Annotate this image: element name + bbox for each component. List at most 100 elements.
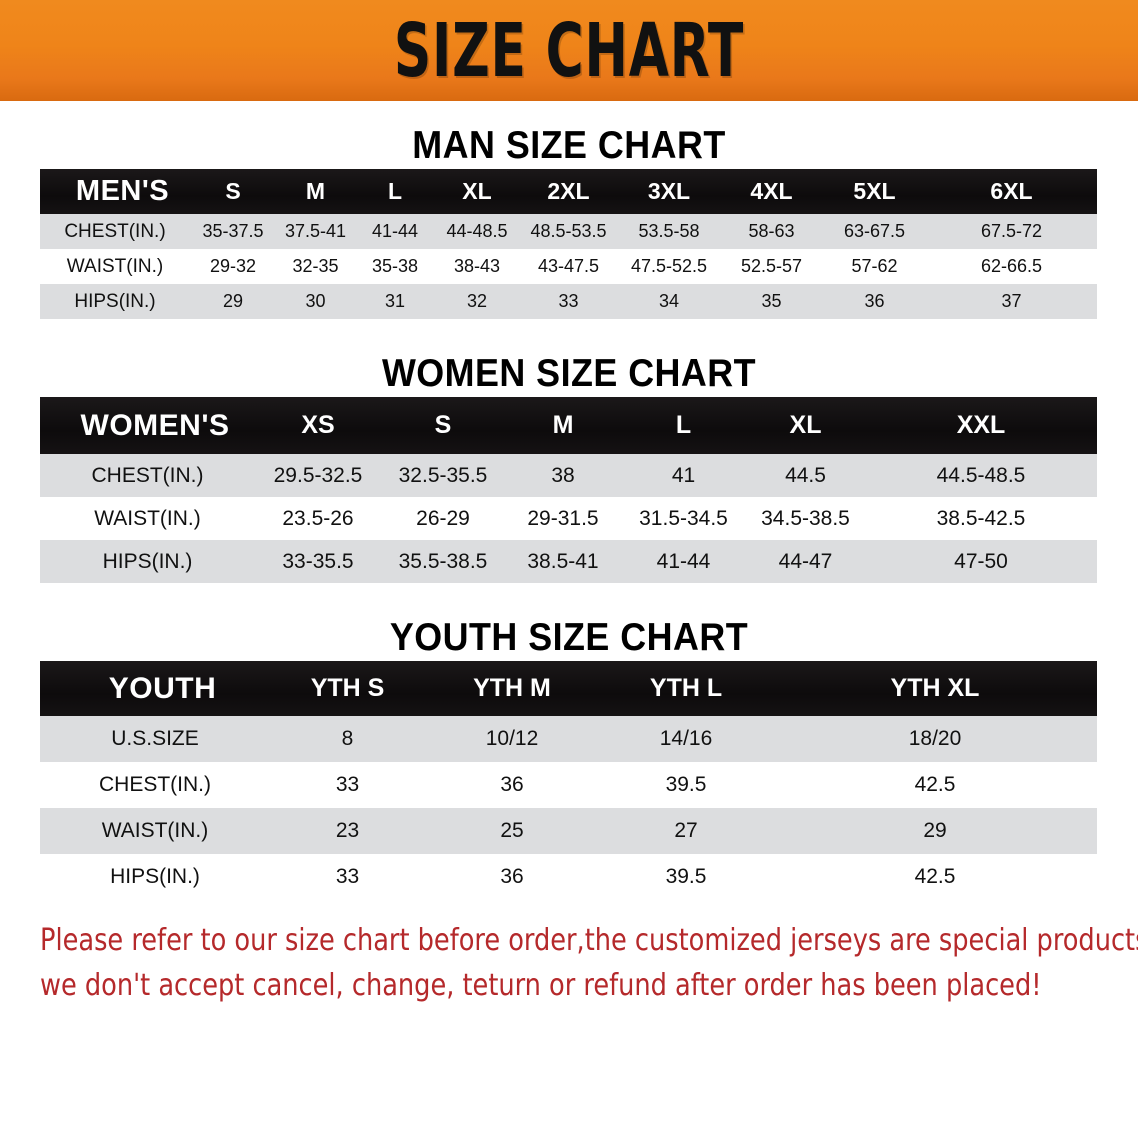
- man-waist-5xl: 57-62: [823, 249, 926, 284]
- table-row: U.S.SIZE 8 10/12 14/16 18/20: [40, 716, 1097, 762]
- table-row: WAIST(IN.) 23 25 27 29: [40, 808, 1097, 854]
- women-hips-m: 38.5-41: [505, 540, 621, 583]
- man-size-table-wrap: MEN'S S M L XL 2XL 3XL 4XL 5XL 6XL CHEST…: [40, 169, 1097, 319]
- man-row-label-hips: HIPS(IN.): [40, 284, 190, 319]
- table-row: WAIST(IN.) 23.5-26 26-29 29-31.5 31.5-34…: [40, 497, 1097, 540]
- man-col-header-s: S: [190, 169, 276, 214]
- women-chest-l: 41: [621, 454, 746, 497]
- page-banner: SIZE CHART: [0, 0, 1138, 101]
- man-chest-6xl: 67.5-72: [926, 214, 1097, 249]
- man-hips-xl: 32: [435, 284, 519, 319]
- youth-row-label-us-size: U.S.SIZE: [40, 716, 270, 762]
- man-hips-6xl: 37: [926, 284, 1097, 319]
- table-row: CHEST(IN.) 33 36 39.5 42.5: [40, 762, 1097, 808]
- women-waist-s: 26-29: [381, 497, 505, 540]
- women-waist-m: 29-31.5: [505, 497, 621, 540]
- banner-title: SIZE CHART: [393, 8, 745, 94]
- man-col-header-4xl: 4XL: [720, 169, 823, 214]
- youth-table-header-row: YOUTH YTH S YTH M YTH L YTH XL: [40, 661, 1097, 716]
- man-chest-5xl: 63-67.5: [823, 214, 926, 249]
- man-chest-2xl: 48.5-53.5: [519, 214, 618, 249]
- man-hips-4xl: 35: [720, 284, 823, 319]
- man-hips-m: 30: [276, 284, 355, 319]
- youth-section-title: YOUTH SIZE CHART: [389, 616, 749, 659]
- youth-chest-xl: 42.5: [773, 762, 1097, 808]
- table-row: CHEST(IN.) 35-37.5 37.5-41 41-44 44-48.5…: [40, 214, 1097, 249]
- women-hips-xxl: 47-50: [865, 540, 1097, 583]
- youth-row-label-chest: CHEST(IN.): [40, 762, 270, 808]
- women-row-label-hips: HIPS(IN.): [40, 540, 255, 583]
- man-hips-s: 29: [190, 284, 276, 319]
- youth-ussize-s: 8: [270, 716, 425, 762]
- women-col-header-m: M: [505, 397, 621, 454]
- disclaimer-text: Please refer to our size chart before or…: [40, 918, 1138, 1008]
- youth-waist-s: 23: [270, 808, 425, 854]
- youth-corner-label: YOUTH: [40, 661, 270, 716]
- women-chest-m: 38: [505, 454, 621, 497]
- youth-size-table: YOUTH YTH S YTH M YTH L YTH XL U.S.SIZE …: [40, 661, 1097, 900]
- man-size-table: MEN'S S M L XL 2XL 3XL 4XL 5XL 6XL CHEST…: [40, 169, 1097, 319]
- man-chest-xl: 44-48.5: [435, 214, 519, 249]
- youth-chest-l: 39.5: [599, 762, 773, 808]
- man-hips-2xl: 33: [519, 284, 618, 319]
- man-chest-m: 37.5-41: [276, 214, 355, 249]
- youth-row-label-hips: HIPS(IN.): [40, 854, 270, 900]
- man-hips-3xl: 34: [618, 284, 720, 319]
- women-col-header-xs: XS: [255, 397, 381, 454]
- table-row: HIPS(IN.) 29 30 31 32 33 34 35 36 37: [40, 284, 1097, 319]
- man-table-header-row: MEN'S S M L XL 2XL 3XL 4XL 5XL 6XL: [40, 169, 1097, 214]
- man-hips-5xl: 36: [823, 284, 926, 319]
- man-col-header-3xl: 3XL: [618, 169, 720, 214]
- women-hips-xl: 44-47: [746, 540, 865, 583]
- women-col-header-s: S: [381, 397, 505, 454]
- women-row-label-chest: CHEST(IN.): [40, 454, 255, 497]
- man-hips-l: 31: [355, 284, 435, 319]
- women-table-header-row: WOMEN'S XS S M L XL XXL: [40, 397, 1097, 454]
- man-col-header-5xl: 5XL: [823, 169, 926, 214]
- youth-waist-xl: 29: [773, 808, 1097, 854]
- youth-col-header-xl: YTH XL: [773, 661, 1097, 716]
- table-row: HIPS(IN.) 33 36 39.5 42.5: [40, 854, 1097, 900]
- youth-hips-xl: 42.5: [773, 854, 1097, 900]
- man-chest-4xl: 58-63: [720, 214, 823, 249]
- youth-row-label-waist: WAIST(IN.): [40, 808, 270, 854]
- man-chest-s: 35-37.5: [190, 214, 276, 249]
- man-waist-s: 29-32: [190, 249, 276, 284]
- youth-chest-s: 33: [270, 762, 425, 808]
- youth-waist-l: 27: [599, 808, 773, 854]
- women-chest-xl: 44.5: [746, 454, 865, 497]
- youth-ussize-m: 10/12: [425, 716, 599, 762]
- youth-size-table-wrap: YOUTH YTH S YTH M YTH L YTH XL U.S.SIZE …: [40, 661, 1097, 900]
- man-waist-m: 32-35: [276, 249, 355, 284]
- youth-hips-m: 36: [425, 854, 599, 900]
- man-row-label-chest: CHEST(IN.): [40, 214, 190, 249]
- women-waist-l: 31.5-34.5: [621, 497, 746, 540]
- man-waist-6xl: 62-66.5: [926, 249, 1097, 284]
- women-chest-xs: 29.5-32.5: [255, 454, 381, 497]
- man-waist-xl: 38-43: [435, 249, 519, 284]
- man-section-title: MAN SIZE CHART: [412, 124, 726, 167]
- women-col-header-xl: XL: [746, 397, 865, 454]
- man-waist-3xl: 47.5-52.5: [618, 249, 720, 284]
- table-row: HIPS(IN.) 33-35.5 35.5-38.5 38.5-41 41-4…: [40, 540, 1097, 583]
- man-col-header-6xl: 6XL: [926, 169, 1097, 214]
- women-chest-xxl: 44.5-48.5: [865, 454, 1097, 497]
- women-waist-xxl: 38.5-42.5: [865, 497, 1097, 540]
- man-chest-3xl: 53.5-58: [618, 214, 720, 249]
- women-col-header-xxl: XXL: [865, 397, 1097, 454]
- man-col-header-xl: XL: [435, 169, 519, 214]
- man-waist-2xl: 43-47.5: [519, 249, 618, 284]
- women-waist-xl: 34.5-38.5: [746, 497, 865, 540]
- youth-hips-s: 33: [270, 854, 425, 900]
- women-hips-s: 35.5-38.5: [381, 540, 505, 583]
- women-col-header-l: L: [621, 397, 746, 454]
- disclaimer-line-1: Please refer to our size chart before or…: [40, 923, 1138, 958]
- man-col-header-l: L: [355, 169, 435, 214]
- man-col-header-m: M: [276, 169, 355, 214]
- youth-hips-l: 39.5: [599, 854, 773, 900]
- women-section-title: WOMEN SIZE CHART: [381, 352, 757, 395]
- youth-waist-m: 25: [425, 808, 599, 854]
- women-size-table-wrap: WOMEN'S XS S M L XL XXL CHEST(IN.) 29.5-…: [40, 397, 1097, 583]
- youth-col-header-s: YTH S: [270, 661, 425, 716]
- man-chest-l: 41-44: [355, 214, 435, 249]
